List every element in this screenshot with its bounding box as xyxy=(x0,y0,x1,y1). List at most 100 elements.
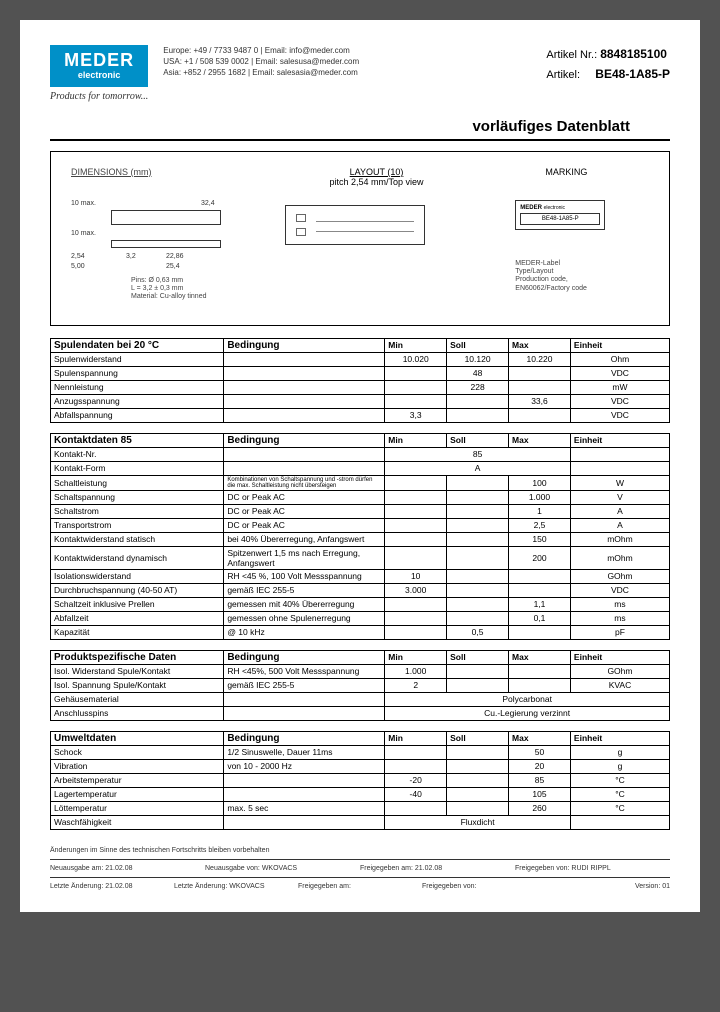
table-cell xyxy=(224,461,385,475)
table-header: Einheit xyxy=(570,650,669,664)
table-row: Löttemperaturmax. 5 sec260°C xyxy=(51,801,670,815)
table-cell: Anzugsspannung xyxy=(51,394,224,408)
subtitle: vorläufiges Datenblatt xyxy=(50,118,670,135)
table-cell: Gehäusematerial xyxy=(51,692,224,706)
table-cell: gemäß IEC 255-5 xyxy=(224,583,385,597)
table-header: Soll xyxy=(447,650,509,664)
footer-row: Neuausgabe am: 21.02.08 Neuausgabe von: … xyxy=(50,863,670,874)
marking-drawing: MEDER electronic BE48-1A85-P MEDER-Label… xyxy=(495,195,649,315)
table-cell: -40 xyxy=(385,787,447,801)
table-cell xyxy=(224,394,385,408)
logo-main: MEDER xyxy=(60,51,138,71)
footer-cell: Freigegeben am: 21.02.08 xyxy=(360,863,515,874)
table-cell xyxy=(570,461,669,475)
article-info: Artikel Nr.: 8848185100 Artikel: BE48-1A… xyxy=(546,45,670,102)
table-cell xyxy=(509,366,571,380)
table-cell xyxy=(224,773,385,787)
footer-cell: Freigegeben von: xyxy=(422,881,546,892)
article-nr-value: 8848185100 xyxy=(600,47,667,61)
article-value: BE48-1A85-P xyxy=(595,67,670,81)
table-cell: 2 xyxy=(385,678,447,692)
table-cell: Abfallspannung xyxy=(51,408,224,422)
table-header: Produktspezifische Daten xyxy=(51,650,224,664)
layout-drawing xyxy=(275,195,475,315)
table-cell xyxy=(224,408,385,422)
layout-line xyxy=(316,221,414,222)
table-cell xyxy=(385,504,447,518)
table-row: Kontakt-Nr.85 xyxy=(51,447,670,461)
table-header: Bedingung xyxy=(224,338,385,352)
table-cell xyxy=(447,569,509,583)
layout-title: LAYOUT (10) xyxy=(350,167,404,177)
divider xyxy=(50,139,670,141)
table-cell: RH <45 %, 100 Volt Messspannung xyxy=(224,569,385,583)
table-cell: VDC xyxy=(570,408,669,422)
table-cell: Nennleistung xyxy=(51,380,224,394)
footer-cell: Letzte Änderung: 21.02.08 xyxy=(50,881,174,892)
footer-version: Version: 01 xyxy=(546,881,670,892)
data-table: Spulendaten bei 20 °CBedingungMinSollMax… xyxy=(50,338,670,423)
table-cell: Kontaktwiderstand statisch xyxy=(51,532,224,546)
table-cell xyxy=(447,532,509,546)
table-cell xyxy=(385,625,447,639)
footer-row: Letzte Änderung: 21.02.08 Letzte Änderun… xyxy=(50,881,670,892)
table-cell: mW xyxy=(570,380,669,394)
footer-cell: Neuausgabe von: WKOVACS xyxy=(205,863,360,874)
table-cell: 260 xyxy=(509,801,571,815)
table-cell: A xyxy=(570,504,669,518)
table-cell xyxy=(447,611,509,625)
layout-subtitle: pitch 2,54 mm/Top view xyxy=(329,177,423,187)
layout-header: LAYOUT (10) pitch 2,54 mm/Top view xyxy=(269,167,484,187)
table-cell: pF xyxy=(570,625,669,639)
table-cell xyxy=(447,408,509,422)
table-cell xyxy=(509,380,571,394)
table-cell: 1 xyxy=(509,504,571,518)
table-header: Min xyxy=(385,731,447,745)
table-cell: VDC xyxy=(570,583,669,597)
datasheet-page: MEDER electronic Products for tomorrow..… xyxy=(20,20,700,912)
footer-cell: Letzte Änderung: WKOVACS xyxy=(174,881,298,892)
table-cell: RH <45%, 500 Volt Messspannung xyxy=(224,664,385,678)
layout-outline xyxy=(285,205,425,245)
table-header: Einheit xyxy=(570,433,669,447)
table-row: Spulenspannung48VDC xyxy=(51,366,670,380)
table-cell xyxy=(447,773,509,787)
dimensions-header: DIMENSIONS (mm) xyxy=(71,167,269,187)
table-cell: 0,1 xyxy=(509,611,571,625)
table-cell: Kontakt-Nr. xyxy=(51,447,224,461)
table-cell: Cu.-Legierung verzinnt xyxy=(385,706,670,720)
table-cell: max. 5 sec xyxy=(224,801,385,815)
table-cell xyxy=(447,394,509,408)
table-header: Bedingung xyxy=(224,650,385,664)
contact-info: Europe: +49 / 7733 9487 0 | Email: info@… xyxy=(163,45,531,102)
table-header: Spulendaten bei 20 °C xyxy=(51,338,224,352)
table-cell xyxy=(509,664,571,678)
logo: MEDER electronic xyxy=(50,45,148,87)
table-header: Bedingung xyxy=(224,731,385,745)
table-cell xyxy=(570,447,669,461)
table-cell: Waschfähigkeit xyxy=(51,815,224,829)
table-cell: Spulenwiderstand xyxy=(51,352,224,366)
table-cell: Lagertemperatur xyxy=(51,787,224,801)
table-cell xyxy=(224,692,385,706)
table-row: Arbeitstemperatur-2085°C xyxy=(51,773,670,787)
table-row: AnschlusspinsCu.-Legierung verzinnt xyxy=(51,706,670,720)
table-cell: von 10 - 2000 Hz xyxy=(224,759,385,773)
table-cell xyxy=(447,583,509,597)
header: MEDER electronic Products for tomorrow..… xyxy=(50,45,670,110)
layout-line xyxy=(316,231,414,232)
table-cell: °C xyxy=(570,773,669,787)
table-header: Soll xyxy=(447,338,509,352)
table-row: Isol. Widerstand Spule/KontaktRH <45%, 5… xyxy=(51,664,670,678)
table-cell: DC or Peak AC xyxy=(224,504,385,518)
footer-divider xyxy=(50,859,670,860)
table-cell: Schaltstrom xyxy=(51,504,224,518)
table-cell xyxy=(385,801,447,815)
table-cell: Schaltspannung xyxy=(51,490,224,504)
table-cell: 200 xyxy=(509,546,571,569)
table-row: Abfallzeitgemessen ohne Spulenerregung0,… xyxy=(51,611,670,625)
contact-line: USA: +1 / 508 539 0002 | Email: salesusa… xyxy=(163,56,531,67)
table-row: Anzugsspannung33,6VDC xyxy=(51,394,670,408)
table-cell: @ 10 kHz xyxy=(224,625,385,639)
component-outline xyxy=(111,210,221,225)
